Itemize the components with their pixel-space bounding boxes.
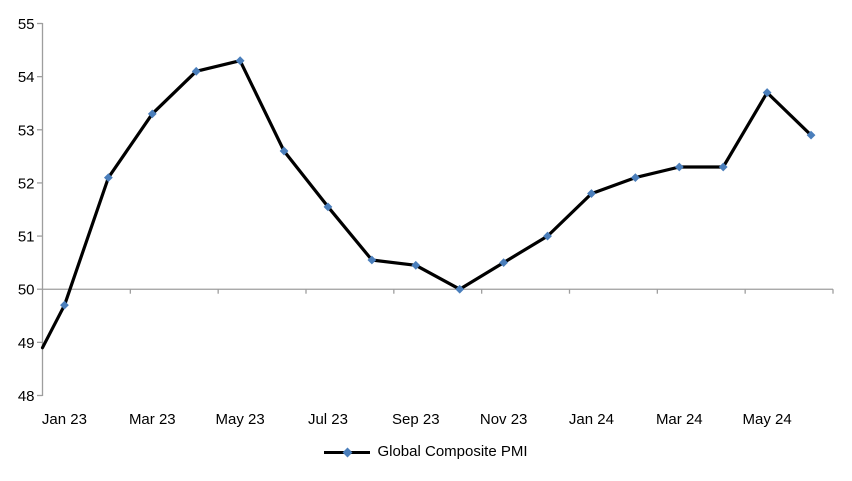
legend: Global Composite PMI: [0, 443, 852, 461]
x-axis-label: Nov 23: [480, 411, 528, 428]
x-axis-label: May 24: [743, 411, 792, 428]
legend-label: Global Composite PMI: [377, 443, 528, 460]
data-point-marker: [235, 56, 245, 66]
x-axis-label: Sep 23: [392, 411, 440, 428]
x-axis-label: Mar 23: [129, 411, 176, 428]
y-axis-label: 55: [18, 16, 35, 33]
series-line: [40, 59, 813, 350]
data-point-marker: [411, 260, 421, 270]
data-point-marker: [543, 231, 552, 241]
data-point-marker: [718, 162, 728, 172]
data-point-marker: [323, 202, 333, 212]
y-axis-label: 53: [18, 122, 35, 139]
x-axis-label: May 23: [216, 411, 265, 428]
x-axis-label: Jan 24: [569, 411, 614, 428]
y-axis-label: 50: [18, 282, 35, 299]
x-axis-label: Mar 24: [656, 411, 703, 428]
y-axis-label: 51: [18, 229, 35, 246]
data-point-marker: [367, 255, 377, 265]
data-point-marker: [455, 284, 465, 294]
data-point-marker: [147, 109, 157, 119]
x-axis-label: Jul 23: [308, 411, 348, 428]
data-point-marker: [499, 258, 509, 268]
data-point-marker: [191, 66, 201, 76]
data-point-marker: [806, 130, 816, 140]
y-axis-label: 52: [18, 175, 35, 192]
data-point-marker: [279, 146, 289, 156]
y-axis-label: 49: [18, 335, 35, 352]
y-axis-label: 54: [18, 69, 35, 86]
data-point-marker: [630, 173, 640, 183]
legend-line-marker-icon: [324, 444, 371, 460]
data-point-marker: [103, 173, 113, 183]
y-axis-label: 48: [18, 388, 35, 405]
data-point-marker: [587, 189, 596, 198]
x-axis-label: Jan 23: [42, 411, 87, 428]
data-point-marker: [762, 88, 772, 97]
data-point-marker: [674, 162, 684, 172]
legend-diamond-icon: [342, 447, 353, 457]
data-point-marker: [60, 300, 69, 310]
